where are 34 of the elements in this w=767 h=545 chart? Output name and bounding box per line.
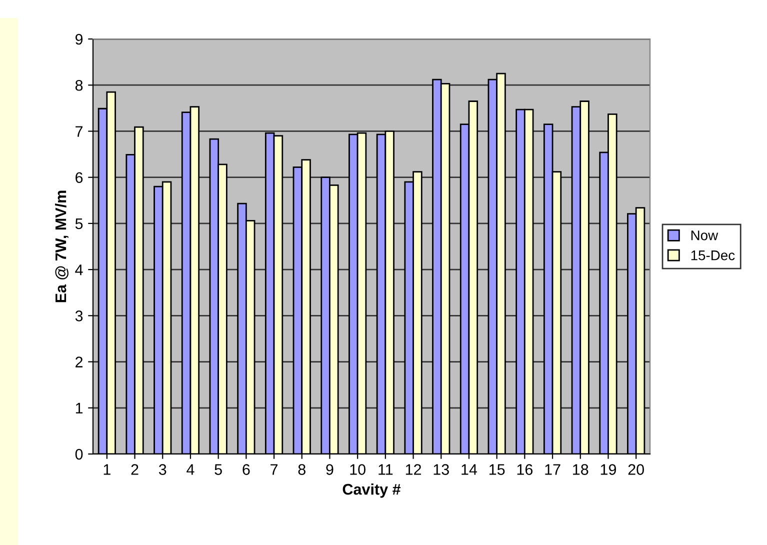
x-tick-label: 3	[158, 464, 166, 475]
x-tick-label: 2	[131, 464, 138, 475]
x-tick-label: 1	[104, 464, 110, 475]
x-tick-label: 17	[545, 464, 560, 475]
y-tick-label: 3	[75, 310, 83, 322]
x-tick-label: 4	[186, 464, 194, 475]
legend-label: Now	[691, 230, 718, 240]
y-tick-label: 8	[75, 80, 83, 91]
y-tick-label: 1	[76, 402, 83, 414]
x-tick-label: 7	[270, 464, 278, 475]
y-tick-label: 5	[75, 218, 83, 230]
x-tick-label: 13	[434, 464, 449, 475]
x-axis-title: Cavity #	[342, 484, 401, 498]
x-tick-label: 12	[406, 464, 422, 475]
y-tick-label: 0	[75, 448, 83, 460]
y-tick-label: 2	[76, 356, 83, 368]
y-tick-label: 4	[75, 264, 83, 276]
x-tick-label: 9	[326, 464, 334, 475]
x-tick-label: 8	[298, 464, 306, 475]
x-tick-label: 14	[462, 464, 478, 475]
x-tick-label: 20	[628, 464, 644, 475]
y-tick-label: 7	[76, 126, 83, 137]
x-tick-label: 5	[214, 464, 222, 475]
y-axis-title: Ea @ 7W, MV/m	[54, 190, 68, 302]
x-tick-label: 18	[573, 464, 588, 475]
x-tick-label: 16	[517, 464, 532, 475]
x-tick-label: 10	[350, 464, 366, 475]
x-tick-label: 6	[242, 464, 250, 475]
y-tick-label: 9	[76, 34, 83, 45]
x-tick-label: 11	[378, 464, 393, 475]
legend-label: 15-Dec	[691, 250, 735, 260]
y-tick-label: 6	[76, 172, 83, 184]
x-tick-label: 19	[600, 464, 616, 475]
x-tick-label: 15	[489, 464, 505, 475]
